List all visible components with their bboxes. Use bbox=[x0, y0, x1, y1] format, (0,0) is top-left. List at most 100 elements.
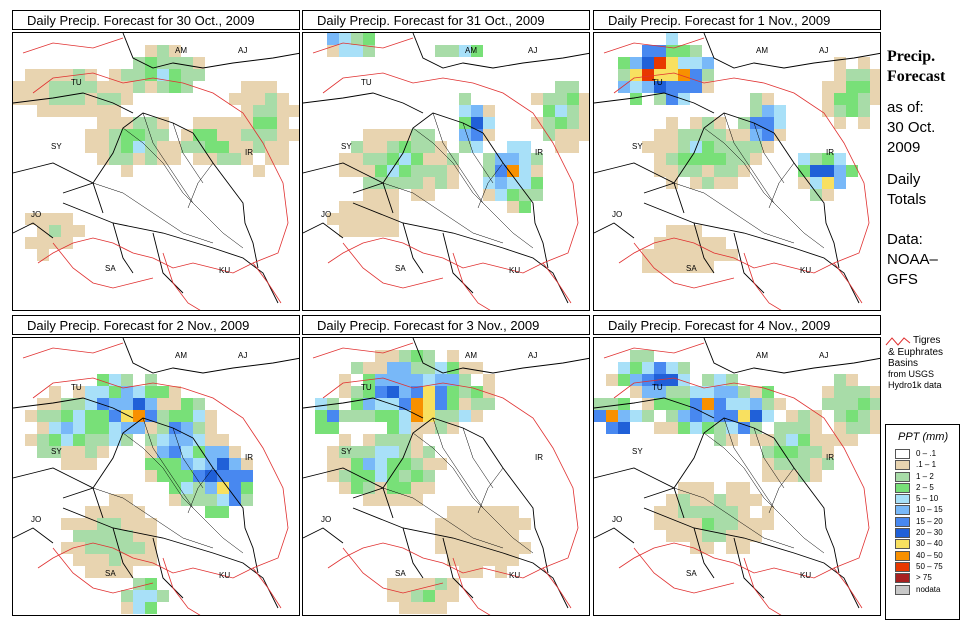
precip-cell bbox=[133, 129, 145, 141]
precip-cell bbox=[229, 141, 241, 153]
precip-cell bbox=[810, 422, 822, 434]
precip-cell bbox=[363, 398, 375, 410]
precip-cell bbox=[618, 374, 630, 386]
precip-cell bbox=[822, 446, 834, 458]
precip-cell bbox=[690, 57, 702, 69]
precip-cell bbox=[762, 446, 774, 458]
precip-cell bbox=[169, 386, 181, 398]
precip-cell bbox=[399, 434, 411, 446]
precip-cell bbox=[459, 518, 471, 530]
precip-cell bbox=[579, 117, 589, 129]
precip-cell bbox=[73, 542, 85, 554]
precip-cell bbox=[169, 458, 181, 470]
precip-cell bbox=[810, 446, 822, 458]
precip-cell bbox=[459, 530, 471, 542]
country-label: SY bbox=[51, 142, 62, 151]
precip-cell bbox=[169, 398, 181, 410]
precip-cell bbox=[750, 494, 762, 506]
precip-cell bbox=[714, 249, 726, 261]
precip-cell bbox=[618, 362, 630, 374]
precip-cell bbox=[423, 446, 435, 458]
precip-cell bbox=[858, 105, 870, 117]
precip-cell bbox=[762, 117, 774, 129]
precip-cell bbox=[193, 57, 205, 69]
precip-cell bbox=[169, 81, 181, 93]
precip-cell bbox=[61, 225, 73, 237]
precip-cell bbox=[399, 350, 411, 362]
precip-cell bbox=[654, 57, 666, 69]
map-svg: AM AJ TU SY IR JO SA KU bbox=[13, 338, 299, 615]
precip-cell bbox=[423, 398, 435, 410]
precip-cell bbox=[822, 81, 834, 93]
precip-cell bbox=[495, 153, 507, 165]
precip-cell bbox=[630, 362, 642, 374]
precip-cell bbox=[654, 422, 666, 434]
country-label: JO bbox=[31, 515, 41, 524]
precip-cell bbox=[858, 93, 870, 105]
precip-cell bbox=[97, 410, 109, 422]
precip-cell bbox=[229, 93, 241, 105]
basin-boundary bbox=[613, 72, 870, 274]
precip-cell bbox=[642, 69, 654, 81]
precip-cell bbox=[109, 105, 121, 117]
precip-cell bbox=[49, 69, 61, 81]
precip-cell bbox=[642, 45, 654, 57]
precip-cell bbox=[217, 482, 229, 494]
precip-cell bbox=[822, 398, 834, 410]
precip-cell bbox=[678, 530, 690, 542]
precip-cell bbox=[507, 189, 519, 201]
precip-cell bbox=[690, 422, 702, 434]
precip-cell bbox=[339, 470, 351, 482]
precip-cell bbox=[666, 225, 678, 237]
precip-cell bbox=[181, 446, 193, 458]
precip-cell bbox=[73, 105, 85, 117]
precip-cell bbox=[241, 105, 253, 117]
precip-cell bbox=[519, 165, 531, 177]
country-label: JO bbox=[321, 210, 331, 219]
precip-cell bbox=[241, 141, 253, 153]
precip-cell bbox=[205, 153, 217, 165]
precip-cell bbox=[133, 542, 145, 554]
precip-cell bbox=[594, 410, 606, 422]
as-of-block: as of: 30 Oct. 2009 bbox=[887, 98, 935, 158]
precip-cell bbox=[25, 81, 37, 93]
precip-cell bbox=[217, 506, 229, 518]
country-border bbox=[773, 132, 840, 269]
precip-cell bbox=[459, 374, 471, 386]
precip-cell bbox=[193, 398, 205, 410]
precip-cell bbox=[423, 482, 435, 494]
precip-cell bbox=[798, 422, 810, 434]
precip-cell bbox=[798, 153, 810, 165]
precip-cell bbox=[483, 177, 495, 189]
country-border bbox=[402, 527, 424, 579]
precip-cell bbox=[399, 494, 411, 506]
precip-cell bbox=[555, 81, 567, 93]
precip-cell bbox=[339, 434, 351, 446]
precip-cell bbox=[666, 518, 678, 530]
precip-cell bbox=[666, 422, 678, 434]
basin-boundary bbox=[603, 342, 705, 359]
precip-cell bbox=[265, 117, 277, 129]
precip-cell bbox=[774, 470, 786, 482]
precip-cell bbox=[145, 422, 157, 434]
precip-cell bbox=[157, 45, 169, 57]
precip-cell bbox=[327, 45, 339, 57]
precip-cell bbox=[351, 446, 363, 458]
precip-cell bbox=[363, 410, 375, 422]
precip-cell bbox=[834, 410, 846, 422]
precip-cell bbox=[145, 386, 157, 398]
precip-cell bbox=[834, 81, 846, 93]
country-label: KU bbox=[219, 571, 230, 580]
country-border bbox=[594, 397, 715, 419]
precip-cell bbox=[666, 165, 678, 177]
precip-cell bbox=[822, 434, 834, 446]
precip-cell bbox=[121, 554, 133, 566]
precip-cell bbox=[121, 153, 133, 165]
precip-cell bbox=[399, 422, 411, 434]
basin-boundary bbox=[322, 72, 579, 274]
precip-cell bbox=[726, 165, 738, 177]
precip-cell bbox=[423, 602, 435, 614]
precip-cell bbox=[181, 470, 193, 482]
precip-cell bbox=[157, 398, 169, 410]
precip-cell bbox=[351, 165, 363, 177]
